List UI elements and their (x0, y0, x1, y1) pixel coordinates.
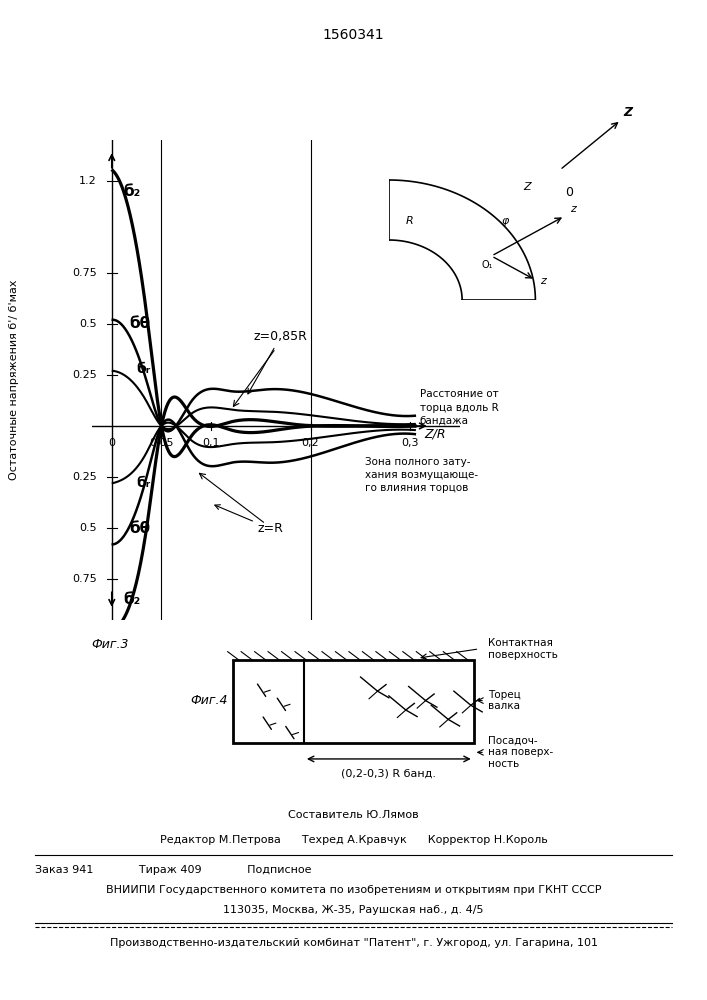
Text: 0,3: 0,3 (401, 438, 419, 448)
Text: 0,05: 0,05 (149, 438, 174, 448)
Text: бθ: бθ (129, 316, 151, 331)
Text: z=R: z=R (215, 505, 284, 535)
Text: 1560341: 1560341 (322, 28, 385, 42)
Text: 0.5: 0.5 (79, 319, 97, 329)
Text: 0.5: 0.5 (79, 523, 97, 533)
Text: Остаточные напряжения б'/ б'мах: Остаточные напряжения б'/ б'мах (9, 280, 19, 480)
Text: 113035, Москва, Ж-35, Раушская наб., д. 4/5: 113035, Москва, Ж-35, Раушская наб., д. … (223, 905, 484, 915)
Text: z: z (540, 276, 546, 286)
Text: Производственно-издательский комбинат "Патент", г. Ужгород, ул. Гагарина, 101: Производственно-издательский комбинат "П… (110, 938, 597, 948)
Text: Расстояние от
торца вдоль R
бандажа: Расстояние от торца вдоль R бандажа (420, 389, 498, 426)
Text: Фиг.4: Фиг.4 (190, 694, 228, 707)
Text: Z: Z (523, 182, 531, 192)
Text: 0.75: 0.75 (72, 574, 97, 584)
Text: Зона полного зату-
хания возмущающе-
го влияния торцов: Зона полного зату- хания возмущающе- го … (365, 457, 478, 493)
Text: 0.25: 0.25 (72, 472, 97, 482)
Text: ВНИИПИ Государственного комитета по изобретениям и открытиям при ГКНТ СССР: ВНИИПИ Государственного комитета по изоб… (106, 885, 601, 895)
Text: Контактная
поверхность: Контактная поверхность (488, 638, 558, 660)
Text: z=0,85R: z=0,85R (248, 330, 308, 394)
Text: O₁: O₁ (481, 260, 493, 270)
Text: 0: 0 (565, 186, 573, 199)
Text: φ: φ (501, 216, 508, 226)
Text: Z/R: Z/R (425, 428, 446, 441)
Text: 0,2: 0,2 (302, 438, 320, 448)
Text: бᵣ: бᵣ (136, 476, 151, 490)
Text: бᵣ: бᵣ (136, 362, 151, 376)
Text: Фиг.3: Фиг.3 (90, 639, 129, 652)
Text: 0.75: 0.75 (72, 268, 97, 278)
Text: 1.2: 1.2 (79, 176, 97, 186)
Text: Редактор М.Петрова      Техред А.Кравчук      Корректор Н.Король: Редактор М.Петрова Техред А.Кравчук Корр… (160, 835, 547, 845)
Text: z: z (570, 204, 575, 214)
Text: б₂: б₂ (124, 184, 141, 199)
Text: Составитель Ю.Лямов: Составитель Ю.Лямов (288, 810, 419, 820)
Text: 0,1: 0,1 (202, 438, 220, 448)
Bar (233, 660, 474, 743)
Text: бθ: бθ (129, 521, 151, 536)
Text: 0.25: 0.25 (72, 370, 97, 380)
Text: (0,2-0,3) R банд.: (0,2-0,3) R банд. (341, 768, 436, 778)
Text: Посадоч-
ная поверх-
ность: Посадоч- ная поверх- ность (488, 736, 553, 769)
Text: б₂: б₂ (124, 592, 141, 607)
Text: Заказ 941             Тираж 409             Подписное: Заказ 941 Тираж 409 Подписное (35, 865, 312, 875)
Text: R: R (406, 216, 414, 226)
Text: Z: Z (624, 106, 633, 119)
Text: Торец
валка: Торец валка (488, 690, 520, 711)
Text: 0: 0 (108, 438, 115, 448)
